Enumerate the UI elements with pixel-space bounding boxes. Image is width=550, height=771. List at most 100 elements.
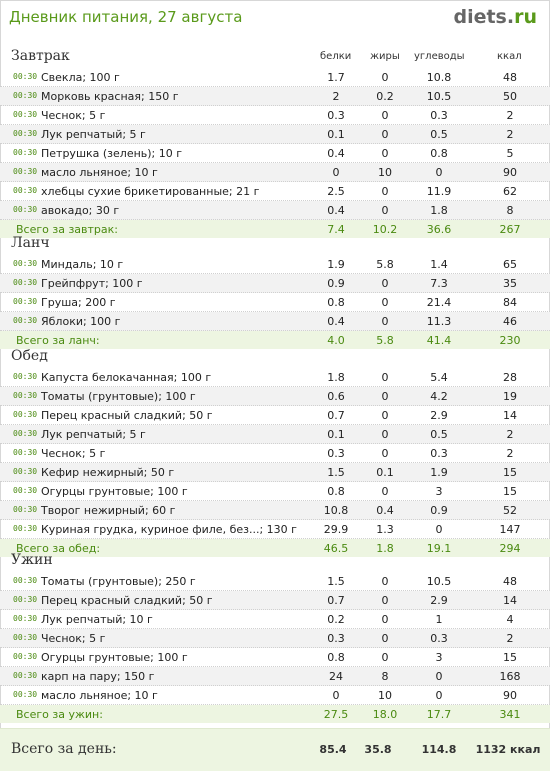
food-name[interactable]: Миндаль; 10 г xyxy=(41,258,124,271)
food-time: 00:30 xyxy=(13,316,38,325)
food-name[interactable]: Капуста белокачанная; 100 г xyxy=(41,371,212,384)
food-name[interactable]: Петрушка (зелень); 10 г xyxy=(41,147,183,160)
food-row[interactable]: 00:30 хлебцы сухие брикетированные; 21 г 2… xyxy=(0,182,550,201)
food-row[interactable]: 00:30 Чеснок; 5 г 0.3 0 0.3 2 xyxy=(0,106,550,125)
food-name[interactable]: Творог нежирный; 60 г xyxy=(41,504,176,517)
food-kcal: 46 xyxy=(503,315,517,328)
food-name[interactable]: масло льняное; 10 г xyxy=(41,689,158,702)
meal-section-dinner: Обед 00:30 Капуста белокачанная; 100 г 1.8 0… xyxy=(0,346,550,557)
food-row[interactable]: 00:30 масло льняное; 10 г 0 10 0 90 xyxy=(0,686,550,705)
food-row[interactable]: 00:30 Огурцы грунтовые; 100 г 0.8 0 3 15 xyxy=(0,648,550,667)
meal-total-kcal: 230 xyxy=(499,334,521,347)
logo-dot: . xyxy=(506,6,515,28)
food-row[interactable]: 00:30 карп на пару; 150 г 24 8 0 168 xyxy=(0,667,550,686)
food-name[interactable]: Томаты (грунтовые); 100 г xyxy=(41,390,196,403)
food-row[interactable]: 00:30 Миндаль; 10 г 1.9 5.8 1.4 65 xyxy=(0,255,550,274)
section-title: Ужин xyxy=(11,552,53,568)
food-fat: 0 xyxy=(381,594,389,607)
food-row[interactable]: 00:30 Морковь красная; 150 г 2 0.2 10.5 50 xyxy=(0,87,550,106)
food-carbs: 3 xyxy=(435,651,443,664)
food-name[interactable]: Чеснок; 5 г xyxy=(41,447,106,460)
food-kcal: 15 xyxy=(503,651,517,664)
food-name[interactable]: Свекла; 100 г xyxy=(41,71,120,84)
food-row[interactable]: 00:30 Грейпфрут; 100 г 0.9 0 7.3 35 xyxy=(0,274,550,293)
food-name[interactable]: Перец красный сладкий; 50 г xyxy=(41,594,213,607)
food-name[interactable]: Огурцы грунтовые; 100 г xyxy=(41,485,188,498)
food-time: 00:30 xyxy=(13,186,38,195)
food-name[interactable]: Чеснок; 5 г xyxy=(41,109,106,122)
food-name[interactable]: Яблоки; 100 г xyxy=(41,315,121,328)
food-fat: 8 xyxy=(381,670,389,683)
food-name[interactable]: карп на пару; 150 г xyxy=(41,670,155,683)
food-kcal: 168 xyxy=(499,670,521,683)
food-carbs: 2.9 xyxy=(430,409,448,422)
food-row[interactable]: 00:30 Огурцы грунтовые; 100 г 0.8 0 3 15 xyxy=(0,482,550,501)
food-name[interactable]: Куриная грудка, куриное филе, без...; 13… xyxy=(41,523,297,536)
food-fat: 0 xyxy=(381,315,389,328)
food-row[interactable]: 00:30 масло льняное; 10 г 0 10 0 90 xyxy=(0,163,550,182)
food-row[interactable]: 00:30 Петрушка (зелень); 10 г 0.4 0 0.8 5 xyxy=(0,144,550,163)
day-total-protein: 85.4 xyxy=(319,743,347,756)
site-logo[interactable]: diets.ru xyxy=(453,6,537,28)
food-name[interactable]: Перец красный сладкий; 50 г xyxy=(41,409,213,422)
food-name[interactable]: масло льняное; 10 г xyxy=(41,166,158,179)
day-total-fat: 35.8 xyxy=(364,743,392,756)
food-row[interactable]: 00:30 авокадо; 30 г 0.4 0 1.8 8 xyxy=(0,201,550,220)
food-name[interactable]: Огурцы грунтовые; 100 г xyxy=(41,651,188,664)
food-name[interactable]: Грейпфрут; 100 г xyxy=(41,277,143,290)
food-protein: 10.8 xyxy=(323,504,349,517)
food-protein: 0.9 xyxy=(327,277,345,290)
food-row[interactable]: 00:30 Куриная грудка, куриное филе, без..… xyxy=(0,520,550,539)
food-fat: 0 xyxy=(381,128,389,141)
food-fat: 0 xyxy=(381,277,389,290)
food-row[interactable]: 00:30 Груша; 200 г 0.8 0 21.4 84 xyxy=(0,293,550,312)
food-time: 00:30 xyxy=(13,129,38,138)
food-name[interactable]: авокадо; 30 г xyxy=(41,204,120,217)
food-carbs: 0.8 xyxy=(430,147,448,160)
food-carbs: 0.5 xyxy=(430,128,448,141)
food-fat: 5.8 xyxy=(376,258,394,271)
food-row[interactable]: 00:30 Яблоки; 100 г 0.4 0 11.3 46 xyxy=(0,312,550,331)
food-row[interactable]: 00:30 Лук репчатый; 10 г 0.2 0 1 4 xyxy=(0,610,550,629)
food-name[interactable]: Томаты (грунтовые); 250 г xyxy=(41,575,196,588)
food-carbs: 3 xyxy=(435,485,443,498)
food-name[interactable]: Груша; 200 г xyxy=(41,296,116,309)
food-row[interactable]: 00:30 Томаты (грунтовые); 100 г 0.6 0 4.2 19 xyxy=(0,387,550,406)
food-protein: 1.9 xyxy=(327,258,345,271)
food-fat: 0 xyxy=(381,632,389,645)
food-name[interactable]: Лук репчатый; 5 г xyxy=(41,428,146,441)
section-header: Завтрак белки жиры углеводы ккал xyxy=(0,46,550,68)
meal-total-label: Всего за завтрак: xyxy=(16,223,119,236)
food-row[interactable]: 00:30 Лук репчатый; 5 г 0.1 0 0.5 2 xyxy=(0,125,550,144)
food-row[interactable]: 00:30 Чеснок; 5 г 0.3 0 0.3 2 xyxy=(0,444,550,463)
food-name[interactable]: хлебцы сухие брикетированные; 21 г xyxy=(41,185,260,198)
food-fat: 0 xyxy=(381,651,389,664)
food-row[interactable]: 00:30 Кефир нежирный; 50 г 1.5 0.1 1.9 15 xyxy=(0,463,550,482)
food-kcal: 48 xyxy=(503,575,517,588)
food-row[interactable]: 00:30 Чеснок; 5 г 0.3 0 0.3 2 xyxy=(0,629,550,648)
food-carbs: 1.8 xyxy=(430,204,448,217)
food-kcal: 2 xyxy=(506,632,514,645)
food-row[interactable]: 00:30 Перец красный сладкий; 50 г 0.7 0 2.9 1… xyxy=(0,591,550,610)
food-row[interactable]: 00:30 Свекла; 100 г 1.7 0 10.8 48 xyxy=(0,68,550,87)
food-carbs: 0 xyxy=(435,670,443,683)
food-row[interactable]: 00:30 Перец красный сладкий; 50 г 0.7 0 2.9 1… xyxy=(0,406,550,425)
food-name[interactable]: Лук репчатый; 10 г xyxy=(41,613,153,626)
food-kcal: 14 xyxy=(503,409,517,422)
food-row[interactable]: 00:30 Творог нежирный; 60 г 10.8 0.4 0.9 52 xyxy=(0,501,550,520)
food-row[interactable]: 00:30 Томаты (грунтовые); 250 г 1.5 0 10.5 48 xyxy=(0,572,550,591)
food-row[interactable]: 00:30 Капуста белокачанная; 100 г 1.8 0 5.4 2… xyxy=(0,368,550,387)
food-name[interactable]: Кефир нежирный; 50 г xyxy=(41,466,175,479)
food-time: 00:30 xyxy=(13,410,38,419)
food-name[interactable]: Лук репчатый; 5 г xyxy=(41,128,146,141)
food-carbs: 1.4 xyxy=(430,258,448,271)
food-protein: 1.7 xyxy=(327,71,345,84)
meal-total-protein: 4.0 xyxy=(327,334,345,347)
meal-total-row: Всего за ужин: 27.5 18.0 17.7 341 xyxy=(0,705,550,723)
food-kcal: 4 xyxy=(506,613,514,626)
food-row[interactable]: 00:30 Лук репчатый; 5 г 0.1 0 0.5 2 xyxy=(0,425,550,444)
food-name[interactable]: Чеснок; 5 г xyxy=(41,632,106,645)
food-name[interactable]: Морковь красная; 150 г xyxy=(41,90,179,103)
food-kcal: 90 xyxy=(503,166,517,179)
food-time: 00:30 xyxy=(13,72,38,81)
